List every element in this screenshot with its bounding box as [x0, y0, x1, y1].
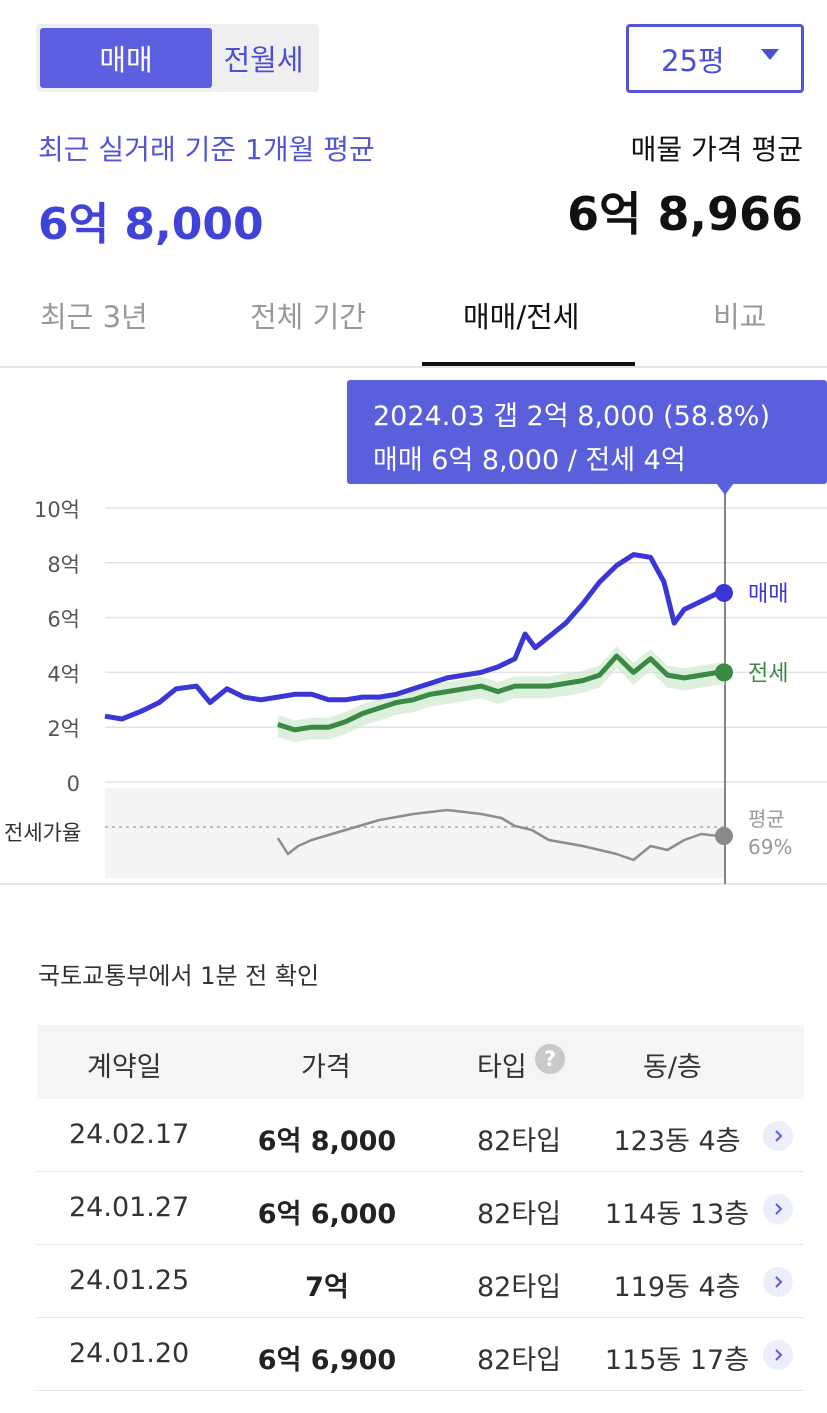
- table-header: 계약일 가격 타입 ? 동/층: [37, 1025, 804, 1099]
- asking-price-value: 6억 8,966: [567, 187, 803, 241]
- tab-sale-rent[interactable]: 매매/전세: [463, 300, 580, 334]
- header-price: 가격: [301, 1052, 351, 1083]
- table-row[interactable]: 24.01.27 6억 6,000 82타입 114동 13층: [37, 1172, 804, 1245]
- row-type: 82타입: [477, 1126, 562, 1157]
- size-select-value: 25평: [661, 43, 725, 78]
- row-type: 82타입: [477, 1199, 562, 1230]
- y-tick-label: 2억: [47, 717, 80, 741]
- y-tick-label: 6억: [47, 608, 80, 632]
- row-date: 24.01.27: [69, 1192, 190, 1223]
- table-row[interactable]: 24.01.20 6억 6,900 82타입 115동 17층: [37, 1318, 804, 1391]
- row-unit: 123동 4층: [613, 1126, 741, 1157]
- asking-price-label: 매물 가격 평균: [630, 133, 803, 166]
- rent-tab-button[interactable]: 전월세: [223, 43, 304, 77]
- row-price: 7억: [305, 1272, 349, 1303]
- row-date: 24.02.17: [69, 1119, 190, 1150]
- chevron-right-icon[interactable]: [763, 1267, 793, 1297]
- help-icon[interactable]: ?: [535, 1044, 565, 1074]
- price-chart-svg: 10억8억6억4억2억0매매전세평균69%전세가율200620082010201…: [0, 482, 827, 885]
- row-unit: 115동 17층: [604, 1345, 750, 1376]
- header-date: 계약일: [87, 1052, 162, 1083]
- transaction-table: 계약일 가격 타입 ? 동/층 24.02.17 6억 8,000 82타입 123동…: [37, 1025, 804, 1391]
- avg-price-value: 6억 8,000: [38, 199, 264, 250]
- row-price: 6억 6,000: [257, 1199, 397, 1230]
- size-select[interactable]: 25평: [626, 24, 804, 93]
- y-tick-label: 10억: [34, 498, 80, 522]
- chevron-right-icon[interactable]: [763, 1121, 793, 1151]
- sale-tab-button[interactable]: 매매: [40, 28, 212, 88]
- ratio-axis-label: 전세가율: [4, 821, 81, 845]
- source-note: 국토교통부에서 1분 전 확인: [38, 962, 320, 990]
- price-chart[interactable]: 10억8억6억4억2억0매매전세평균69%전세가율200620082010201…: [0, 370, 827, 890]
- row-date: 24.01.20: [69, 1338, 190, 1369]
- row-unit: 119동 4층: [613, 1272, 741, 1303]
- sale-series-line: [104, 552, 725, 722]
- sale-end-label: 매매: [748, 582, 788, 607]
- row-type: 82타입: [477, 1345, 562, 1376]
- table-row[interactable]: 24.01.25 7억 82타입 119동 4층: [37, 1245, 804, 1318]
- tab-all-period[interactable]: 전체 기간: [250, 300, 366, 334]
- row-unit: 114동 13층: [604, 1199, 750, 1230]
- tab-recent-3y[interactable]: 최근 3년: [40, 300, 148, 334]
- ratio-end-value: 69%: [748, 835, 792, 859]
- chevron-right-icon[interactable]: [763, 1340, 793, 1370]
- tooltip-pointer: [716, 483, 734, 495]
- table-row[interactable]: 24.02.17 6억 8,000 82타입 123동 4층: [37, 1099, 804, 1172]
- row-price: 6억 8,000: [257, 1126, 397, 1157]
- y-tick-label: 8억: [47, 553, 80, 577]
- ratio-end-dot: [715, 827, 733, 845]
- tooltip-price-line: 매매 6억 8,000 / 전세 4억: [373, 445, 686, 476]
- ratio-panel-bg: [105, 788, 725, 878]
- tooltip-gap-line: 2024.03 갭 2억 8,000 (58.8%): [373, 401, 770, 432]
- rent-end-label: 전세: [748, 661, 788, 686]
- chart-tooltip: 2024.03 갭 2억 8,000 (58.8%) 매매 6억 8,000 /…: [347, 380, 827, 484]
- header-type: 타입: [477, 1052, 527, 1083]
- period-tabs: 최근 3년 전체 기간 매매/전세 비교: [0, 280, 827, 368]
- tab-compare[interactable]: 비교: [713, 300, 767, 334]
- y-tick-label: 0: [67, 772, 80, 796]
- row-date: 24.01.25: [69, 1265, 190, 1296]
- chevron-right-icon[interactable]: [763, 1194, 793, 1224]
- row-type: 82타입: [477, 1272, 562, 1303]
- ratio-end-label: 평균: [748, 807, 785, 831]
- ratio-series-line: [276, 808, 725, 862]
- rent-range-band: [277, 646, 725, 743]
- rent-series-line: [277, 653, 725, 733]
- avg-price-label: 최근 실거래 기준 1개월 평균: [38, 133, 375, 166]
- rent-end-dot: [715, 663, 733, 682]
- y-tick-label: 4억: [47, 662, 80, 686]
- sale-end-dot: [715, 583, 733, 602]
- header-unit: 동/층: [643, 1052, 702, 1083]
- active-tab-indicator: [422, 362, 635, 366]
- caret-down-icon: [761, 49, 779, 60]
- trade-type-toggle: 매매 전월세: [36, 24, 319, 92]
- row-price: 6억 6,900: [257, 1345, 397, 1376]
